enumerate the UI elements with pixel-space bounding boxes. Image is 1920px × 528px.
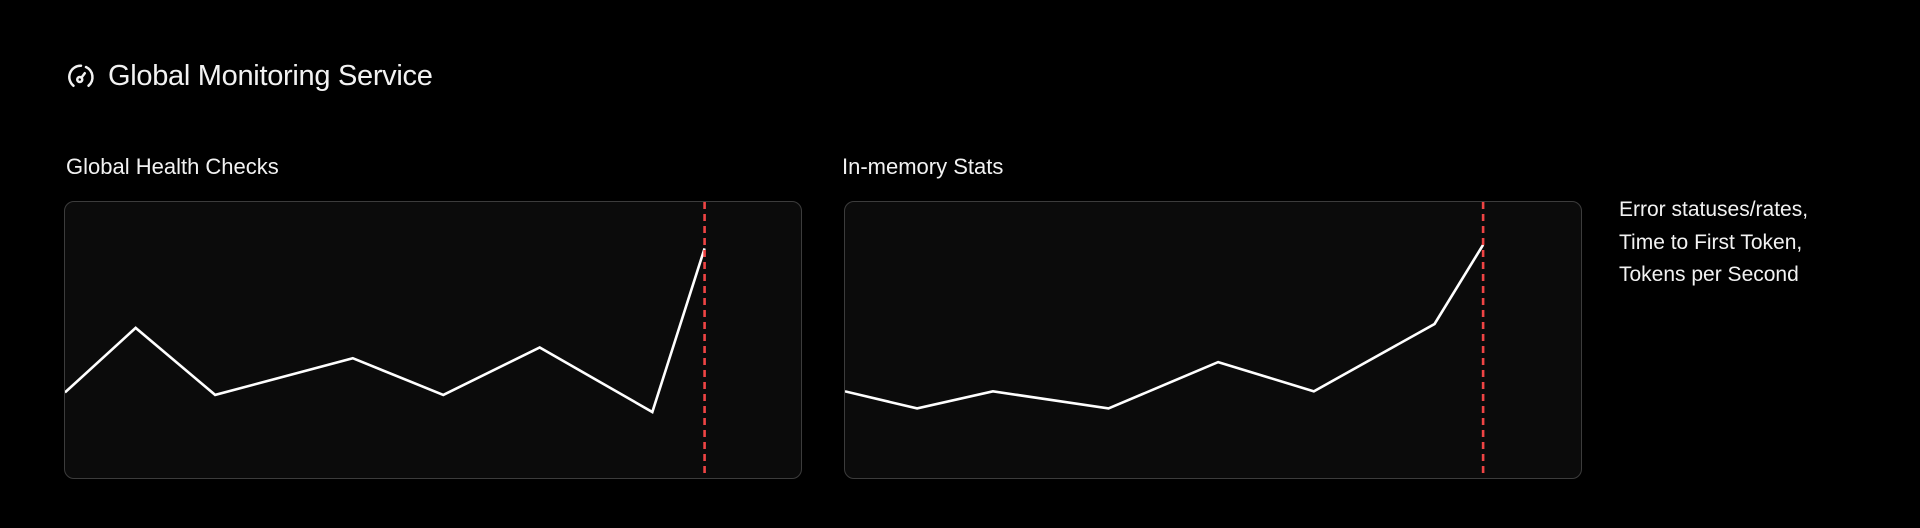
series-line [65, 248, 705, 412]
chart-title-global-health-checks: Global Health Checks [66, 154, 279, 179]
page-title: Global Monitoring Service [108, 60, 433, 92]
note-line: Tokens per Second [1619, 263, 1799, 286]
note-line: Error statuses/rates, [1619, 198, 1809, 221]
series-line [845, 245, 1483, 409]
chart-panel-global-health-checks [64, 201, 802, 479]
metrics-notes: Error statuses/rates, Time to First Toke… [1619, 194, 1808, 292]
gauge-icon [68, 63, 94, 87]
page-header: Global Monitoring Service [66, 60, 433, 93]
chart-panel-in-memory-stats [844, 201, 1582, 479]
note-line: Time to First Token, [1619, 230, 1803, 254]
line-chart-global-health-checks [65, 202, 801, 478]
line-chart-in-memory-stats [845, 202, 1581, 478]
chart-title-in-memory-stats: In-memory Stats [842, 154, 1004, 179]
